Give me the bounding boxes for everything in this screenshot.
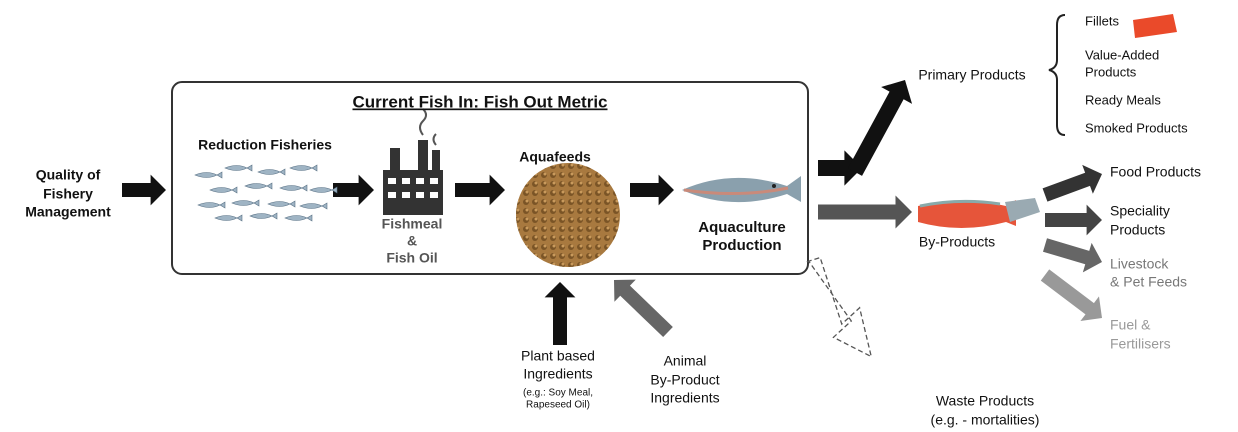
output-label: (e.g. - mortalities) [931, 412, 1040, 428]
output-label: Waste Products [936, 393, 1034, 409]
fish [210, 187, 237, 193]
fish [300, 203, 327, 209]
by-product-item: Speciality [1110, 203, 1170, 219]
fish [232, 200, 259, 206]
stage-label: Aquaculture [698, 219, 786, 236]
by-product-item: Fertilisers [1110, 336, 1171, 352]
ingredient-example: (e.g.: Soy Meal, [523, 388, 593, 399]
arrow [630, 175, 674, 206]
salmon-icon [682, 176, 801, 202]
arrow [1043, 238, 1102, 272]
ingredient-label: By-Product [650, 372, 719, 388]
arrow [1041, 269, 1102, 321]
fish [290, 165, 317, 171]
by-product-item: Livestock [1110, 256, 1169, 272]
product-item: Smoked Products [1085, 120, 1188, 135]
fish [280, 185, 307, 191]
stage-label: Fishmeal [382, 216, 443, 232]
waste-arrow [807, 251, 875, 367]
by-product-item: Food Products [1110, 164, 1201, 180]
by-product-item: Products [1110, 222, 1165, 238]
ingredient-label: Plant based [521, 348, 595, 364]
fish [198, 202, 225, 208]
stage-label: Reduction Fisheries [198, 137, 332, 153]
stage-label: Production [702, 237, 781, 254]
arrow [455, 175, 505, 206]
fish [245, 183, 272, 189]
fish-school [195, 165, 337, 221]
product-item: Value-Added [1085, 47, 1159, 62]
arrow [333, 175, 374, 206]
arrow [818, 196, 912, 229]
fish [225, 165, 252, 171]
fillet-icon [1133, 14, 1177, 38]
arrow [614, 280, 673, 337]
stage-label: & [407, 233, 417, 249]
brace [1049, 15, 1065, 135]
fish [215, 215, 242, 221]
ingredient-label: Ingredients [523, 366, 592, 382]
box-title: Current Fish In: Fish Out Metric [352, 92, 607, 111]
ingredient-example: Rapeseed Oil) [526, 400, 590, 411]
by-product-item: & Pet Feeds [1110, 274, 1187, 290]
arrow [545, 282, 576, 345]
input-label: Quality of [36, 167, 101, 183]
feed-pellets [516, 163, 620, 267]
arrow [1043, 165, 1102, 202]
stage-label: Fish Oil [386, 250, 437, 266]
fish [310, 187, 337, 193]
factory-icon [383, 109, 443, 215]
product-item: Ready Meals [1085, 92, 1161, 107]
arrow [1045, 205, 1102, 236]
input-label: Fishery [43, 186, 93, 202]
fish [268, 201, 295, 207]
fish [195, 172, 222, 178]
product-item: Fillets [1085, 13, 1119, 28]
fish [285, 215, 312, 221]
fish [250, 213, 277, 219]
ingredient-label: Ingredients [650, 390, 719, 406]
by-product-item: Fuel & [1110, 317, 1151, 333]
ingredient-label: Animal [664, 353, 707, 369]
product-item: Products [1085, 64, 1137, 79]
arrow [122, 175, 166, 206]
by-product-fish-icon [918, 198, 1040, 228]
output-label: Primary Products [918, 67, 1025, 83]
input-label: Management [25, 204, 111, 220]
fish [258, 169, 285, 175]
stage-label: Aquafeeds [519, 149, 591, 165]
arrow [848, 80, 912, 176]
diagram: Quality of Fishery Management Current Fi… [0, 0, 1238, 432]
output-label: By-Products [919, 234, 995, 250]
